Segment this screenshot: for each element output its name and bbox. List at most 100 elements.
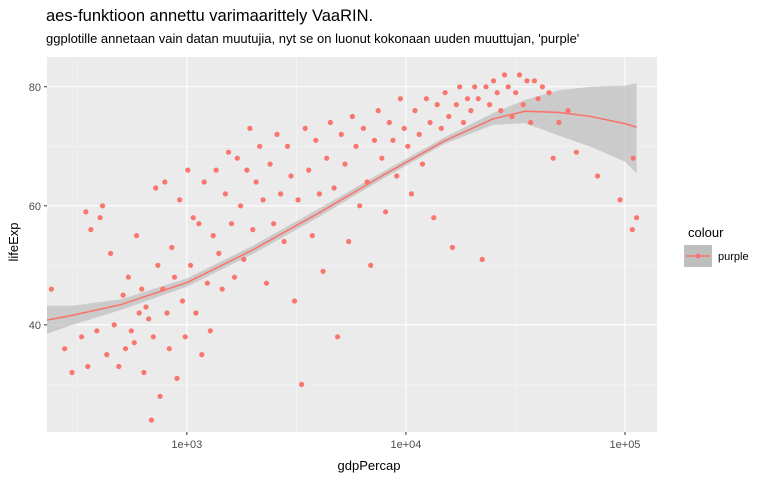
data-point — [498, 108, 504, 114]
data-point — [342, 161, 348, 167]
data-point — [253, 179, 259, 185]
data-point — [397, 96, 403, 102]
data-point — [539, 84, 546, 90]
data-point — [490, 78, 497, 84]
smooth-ribbon-layer — [47, 83, 637, 334]
data-point — [550, 155, 556, 161]
x-axis-label: gdpPercap — [338, 458, 401, 473]
data-point — [390, 137, 396, 143]
data-point — [153, 185, 159, 191]
x-tick-label: 1e+03 — [171, 439, 202, 451]
data-point — [179, 298, 186, 304]
data-point — [595, 173, 601, 179]
data-point — [244, 167, 250, 173]
data-point — [201, 179, 207, 185]
data-point — [468, 108, 474, 114]
data-point — [182, 334, 188, 340]
data-point — [546, 90, 552, 96]
data-point — [327, 119, 333, 126]
data-point — [104, 352, 110, 358]
data-point — [62, 346, 68, 352]
data-point — [284, 143, 291, 149]
data-point — [116, 363, 122, 370]
y-tick-label: 40 — [29, 320, 41, 332]
data-point — [299, 381, 305, 387]
data-point — [162, 179, 168, 185]
data-point — [438, 125, 444, 131]
data-point — [371, 137, 378, 143]
data-point — [379, 155, 385, 161]
data-point — [225, 149, 232, 155]
data-point — [630, 155, 636, 161]
data-point — [419, 161, 426, 167]
data-point — [97, 215, 103, 221]
data-point — [460, 119, 466, 126]
data-point — [111, 322, 117, 328]
x-tick-label: 1e+04 — [390, 439, 421, 451]
axes-layer: 40 60 80 1e+03 1e+04 1e+05 — [29, 82, 641, 451]
data-point — [207, 328, 213, 334]
data-point — [617, 197, 623, 203]
data-point — [281, 238, 287, 245]
smooth-line-layer — [46, 110, 637, 321]
legend: colour purple — [684, 225, 749, 267]
data-point — [190, 215, 196, 221]
data-point — [238, 203, 244, 209]
data-point — [274, 131, 280, 137]
data-point — [416, 131, 422, 137]
data-point — [423, 96, 429, 102]
data-point — [401, 125, 407, 131]
data-point — [394, 173, 400, 179]
data-point — [213, 167, 219, 173]
data-point — [472, 84, 478, 90]
data-point — [427, 119, 433, 126]
data-point — [291, 298, 298, 304]
smooth-trend-line — [46, 110, 637, 321]
data-point — [320, 268, 326, 274]
data-point — [222, 191, 228, 197]
data-point — [412, 108, 418, 114]
legend-label-purple: purple — [718, 251, 749, 263]
data-point — [196, 221, 202, 227]
data-point — [449, 244, 455, 251]
data-point — [241, 256, 247, 262]
y-tick-label: 80 — [29, 82, 41, 94]
data-point — [375, 108, 381, 114]
data-point — [353, 143, 359, 149]
data-point — [94, 328, 100, 334]
data-point — [360, 125, 366, 131]
data-point — [278, 191, 284, 197]
data-point — [408, 191, 415, 197]
y-axis-label: lifeExp — [6, 222, 21, 261]
chart-title: aes-funktioon annettu varimaarittely Vaa… — [46, 7, 374, 25]
data-point — [349, 113, 355, 120]
data-point — [338, 131, 344, 137]
data-point — [431, 215, 437, 221]
x-tick-label: 1e+05 — [610, 439, 641, 451]
data-point — [434, 102, 440, 108]
data-point — [128, 328, 134, 334]
data-point — [99, 203, 106, 209]
data-point — [219, 286, 225, 292]
data-point — [335, 334, 341, 340]
data-point — [48, 286, 55, 292]
data-point — [535, 96, 541, 102]
data-point — [148, 417, 154, 423]
data-point — [125, 274, 131, 280]
data-point — [405, 143, 411, 149]
data-point — [357, 203, 363, 209]
data-point — [634, 215, 640, 221]
data-point — [150, 334, 156, 340]
data-point — [302, 125, 308, 131]
data-point — [157, 393, 163, 399]
data-point — [295, 197, 301, 203]
data-point — [316, 191, 322, 197]
data-point — [210, 233, 216, 239]
legend-title: colour — [688, 225, 724, 240]
data-point — [185, 167, 191, 173]
data-point — [446, 113, 452, 120]
data-point — [442, 90, 448, 96]
data-point — [250, 227, 256, 233]
data-point — [457, 84, 463, 90]
data-point — [524, 78, 530, 84]
